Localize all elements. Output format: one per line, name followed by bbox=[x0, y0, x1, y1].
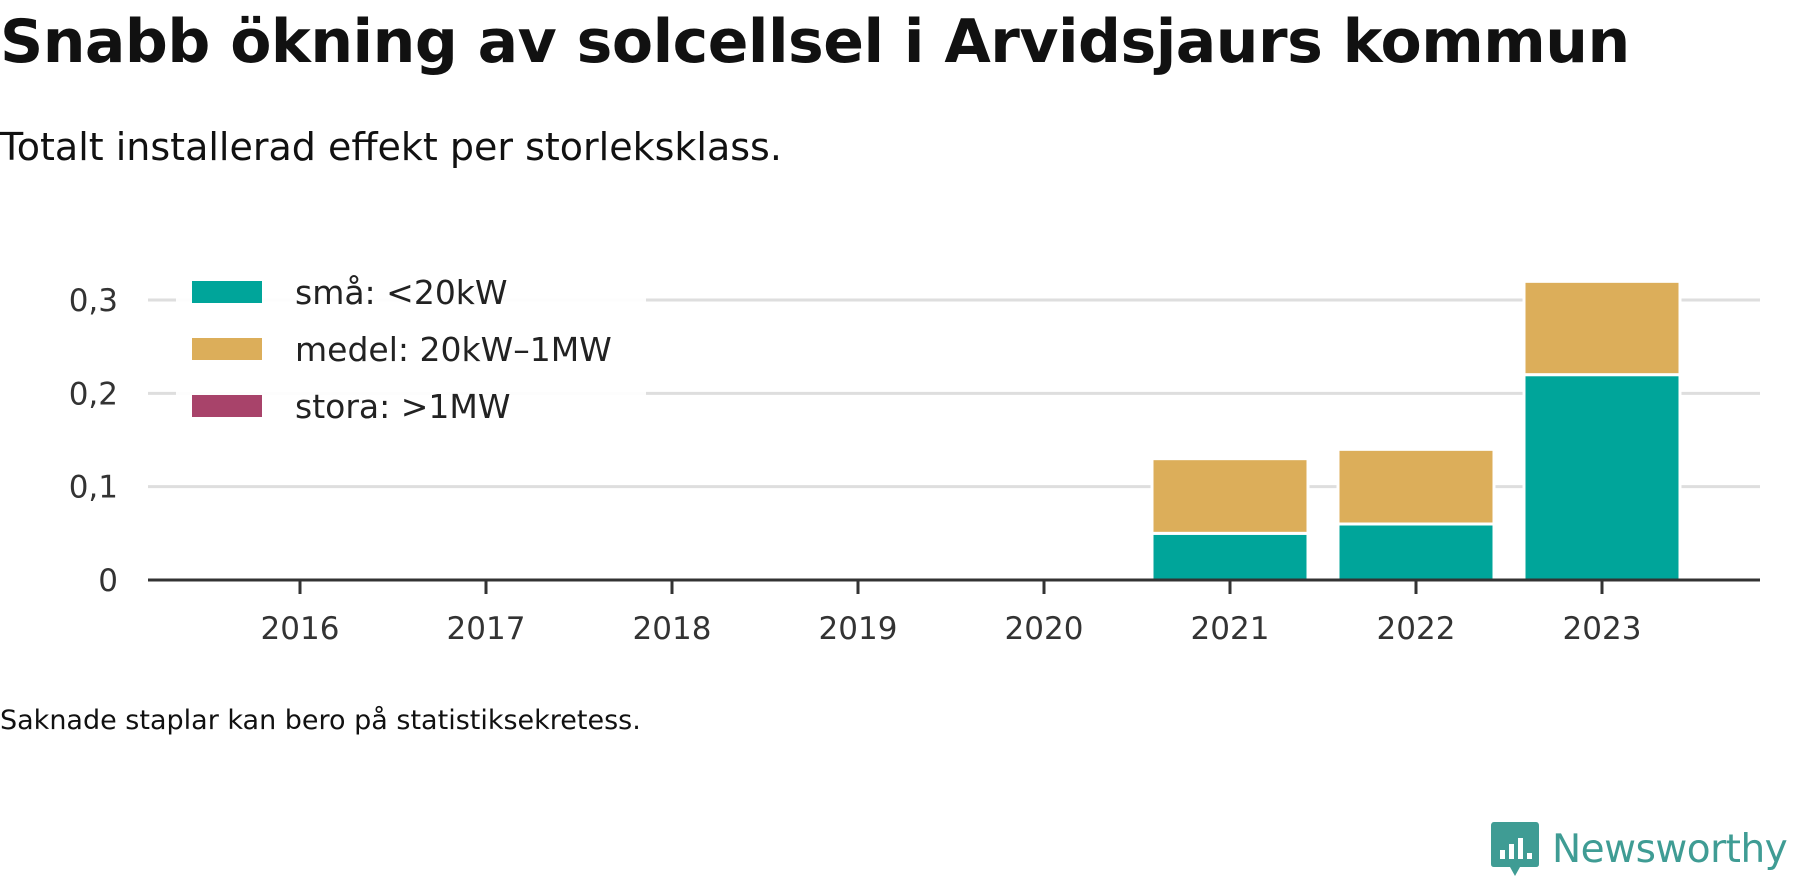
bar-segment-2023-series-1 bbox=[1522, 279, 1682, 377]
legend-swatch bbox=[192, 395, 262, 417]
legend-label: stora: >1MW bbox=[295, 387, 510, 426]
x-tick-label: 2023 bbox=[1563, 611, 1642, 647]
legend-swatch bbox=[192, 338, 262, 360]
bar-segment-2022-series-0 bbox=[1336, 522, 1496, 582]
x-tick-label: 2016 bbox=[261, 611, 340, 647]
legend-label: små: <20kW bbox=[295, 273, 508, 312]
bar-segment-2021-series-0 bbox=[1150, 531, 1310, 582]
bar-segment-2023-series-0 bbox=[1522, 373, 1682, 582]
footnote: Saknade staplar kan bero på statistiksek… bbox=[0, 705, 641, 736]
x-tick-label: 2020 bbox=[1005, 611, 1084, 647]
brand-name: Newsworthy bbox=[1552, 826, 1788, 872]
bar-segment-2022-series-1 bbox=[1336, 447, 1496, 526]
y-tick-label: 0 bbox=[98, 563, 118, 599]
y-tick-labels: 0 0,1 0,2 0,3 bbox=[69, 283, 118, 599]
x-tick-label: 2019 bbox=[819, 611, 898, 647]
legend-swatch bbox=[192, 281, 262, 303]
x-tick-label: 2017 bbox=[447, 611, 526, 647]
page-subtitle: Totalt installerad effekt per storlekskl… bbox=[0, 125, 782, 169]
x-tick-label: 2021 bbox=[1191, 611, 1270, 647]
legend-label: medel: 20kW–1MW bbox=[295, 330, 612, 369]
legend: små: <20kW medel: 20kW–1MW stora: >1MW bbox=[176, 272, 646, 434]
bar-segment-2021-series-1 bbox=[1150, 457, 1310, 535]
y-tick-label: 0,1 bbox=[69, 470, 118, 506]
y-tick-label: 0,3 bbox=[69, 283, 118, 319]
x-tick-label: 2022 bbox=[1377, 611, 1456, 647]
brand-logo: Newsworthy bbox=[1490, 818, 1788, 880]
page-title: Snabb ökning av solcellsel i Arvidsjaurs… bbox=[0, 7, 1630, 77]
x-tick-labels: 2016 2017 2018 2019 2020 2021 2022 2023 bbox=[261, 580, 1642, 647]
y-tick-label: 0,2 bbox=[69, 376, 118, 412]
x-tick-label: 2018 bbox=[633, 611, 712, 647]
stacked-bar-chart: små: <20kW medel: 20kW–1MW stora: >1MW 0 0,… bbox=[69, 272, 1760, 647]
bars bbox=[1150, 279, 1682, 582]
newsworthy-logo-icon bbox=[1491, 822, 1539, 876]
